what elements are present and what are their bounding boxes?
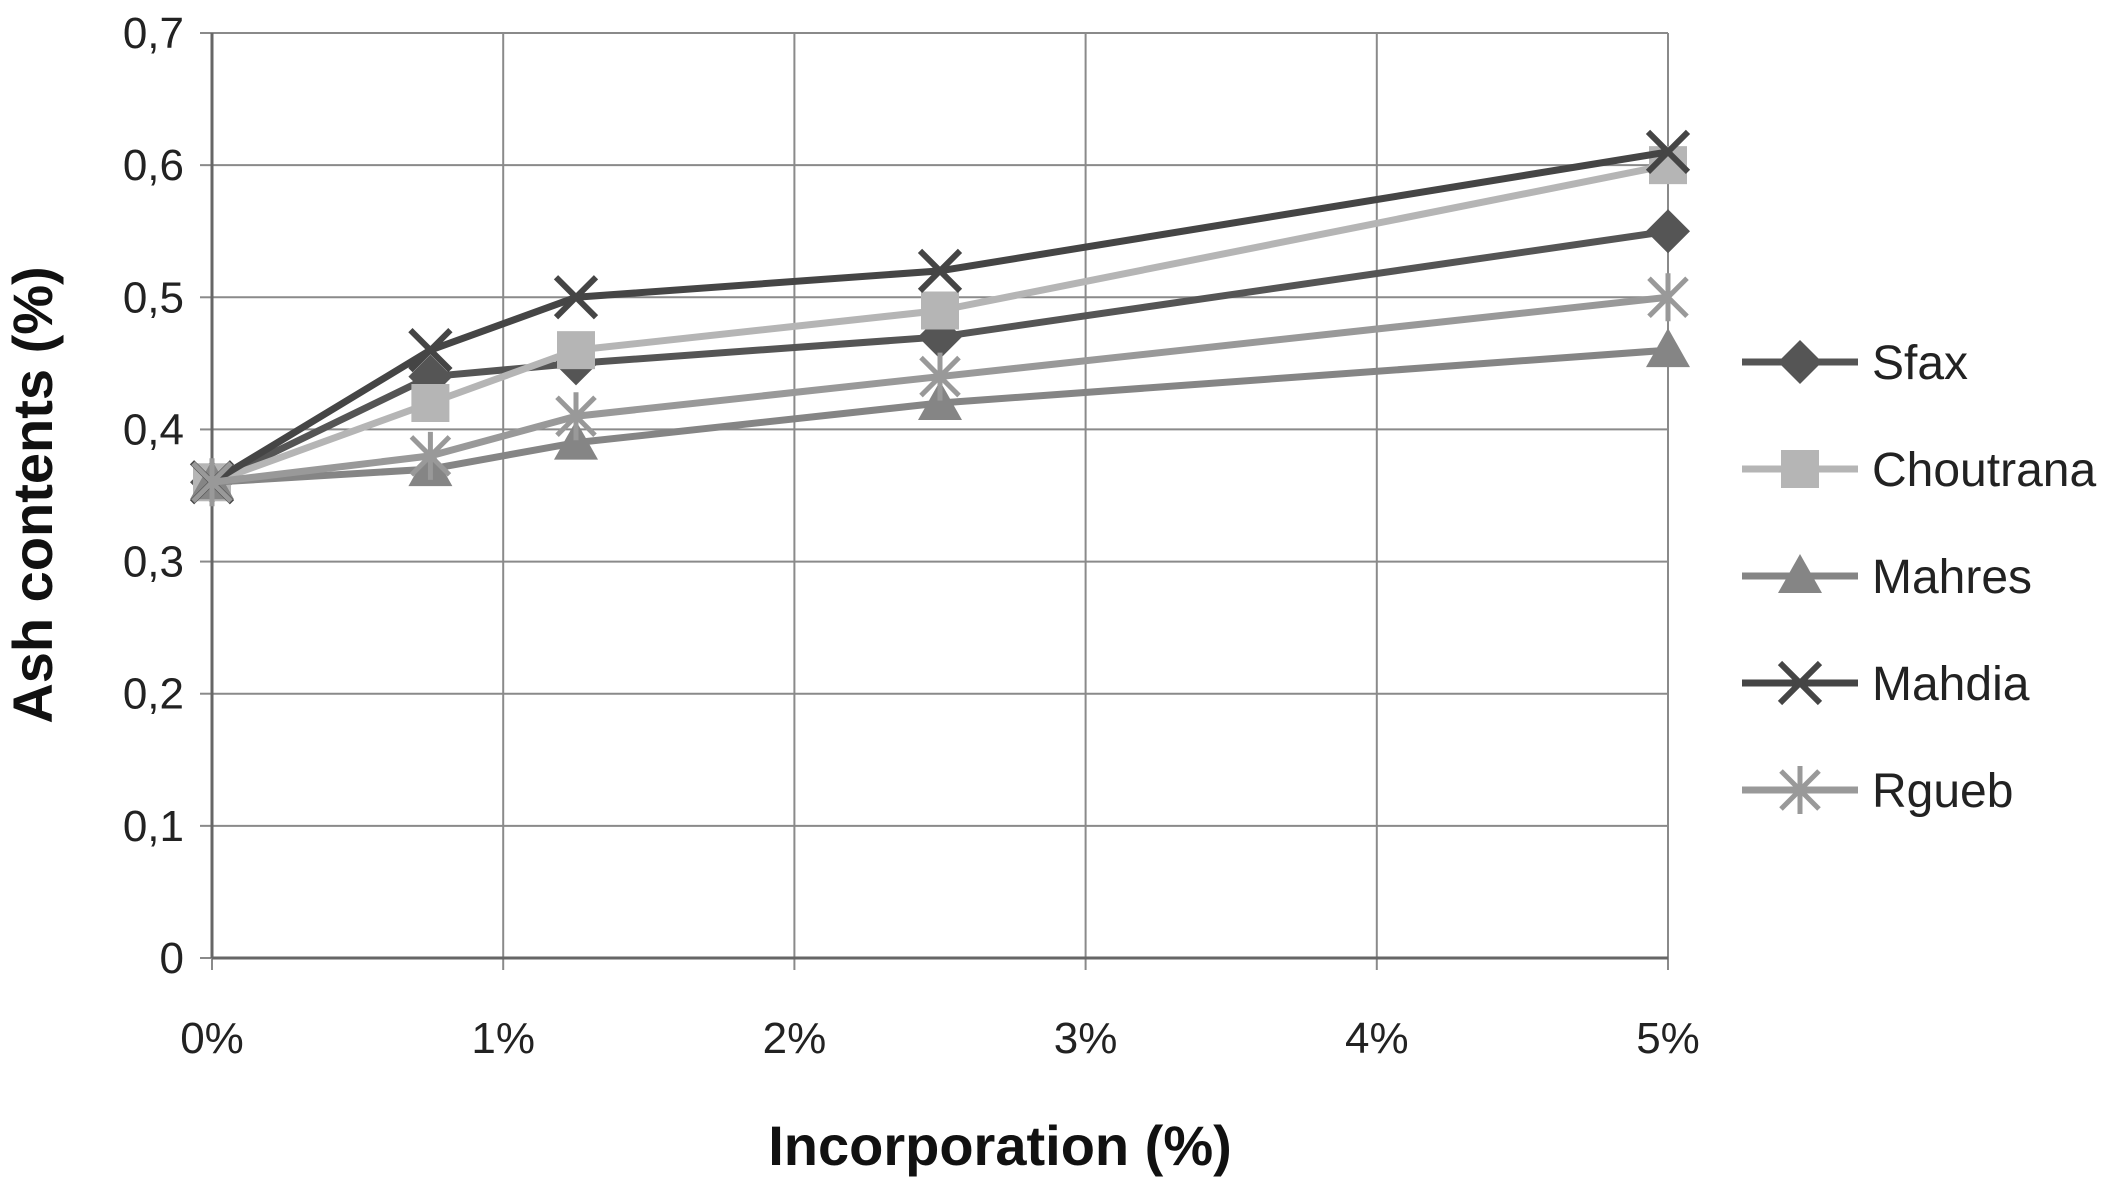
x-tick-label: 5% <box>1636 1014 1700 1063</box>
legend-label: Mahdia <box>1872 658 2030 711</box>
data-point <box>409 431 452 480</box>
series-choutrana <box>193 146 1687 502</box>
data-point <box>921 291 959 330</box>
data-point <box>408 328 453 373</box>
legend-marker <box>1777 660 1823 706</box>
series-mahdia <box>189 129 1691 505</box>
x-tick-label: 3% <box>1054 1014 1118 1063</box>
y-axis-title: Ash contents (%) <box>1 266 64 723</box>
data-point <box>1647 273 1689 322</box>
legend-item: Sfax <box>1742 337 1968 390</box>
legend-label: Rgueb <box>1872 765 2013 818</box>
legend-item: Rgueb <box>1742 765 2013 818</box>
data-point <box>1645 129 1691 175</box>
legend-item: Mahdia <box>1742 658 2030 711</box>
data-point <box>919 352 961 401</box>
series-rgueb <box>191 273 1689 507</box>
y-tick-label: 0,7 <box>123 9 184 58</box>
tick-labels: 0 0,1 0,2 0,3 0,4 0,5 0,6 0,7 0% 1% 2% 3% 4% 5% <box>123 9 1700 1063</box>
data-point <box>1646 209 1690 254</box>
legend-label: Mahres <box>1872 551 2032 604</box>
x-axis-title: Incorporation (%) <box>768 1114 1232 1177</box>
data-point <box>557 331 595 370</box>
y-tick-label: 0,2 <box>123 670 184 719</box>
y-tick-label: 0,1 <box>123 802 184 851</box>
data-point <box>1646 328 1690 368</box>
data-point <box>191 458 233 507</box>
y-tick-label: 0,4 <box>123 405 184 454</box>
y-tick-label: 0,6 <box>123 141 184 190</box>
legend-label: Sfax <box>1872 337 1968 390</box>
y-tick-label: 0,5 <box>123 273 184 322</box>
data-point <box>917 248 963 293</box>
legend-label: Choutrana <box>1872 444 2096 497</box>
legend-marker <box>1781 450 1819 488</box>
y-tick-label: 0,3 <box>123 538 184 587</box>
y-tick-label: 0 <box>160 934 184 983</box>
legend-item: Choutrana <box>1742 444 2096 497</box>
legend: Sfax Choutrana Mahres Mahdia Rgueb <box>1742 337 2096 818</box>
data-point <box>555 392 597 441</box>
series-layer <box>189 129 1691 507</box>
legend-marker <box>1778 554 1822 593</box>
x-tick-label: 1% <box>471 1014 535 1063</box>
legend-marker <box>1779 766 1821 814</box>
x-tick-label: 0% <box>180 1014 244 1063</box>
legend-item: Mahres <box>1742 551 2032 604</box>
data-point <box>411 384 450 422</box>
x-tick-label: 2% <box>763 1014 827 1063</box>
data-point <box>553 275 599 320</box>
grid <box>200 32 1669 970</box>
legend-marker <box>1778 340 1822 384</box>
x-tick-label: 4% <box>1345 1014 1409 1063</box>
